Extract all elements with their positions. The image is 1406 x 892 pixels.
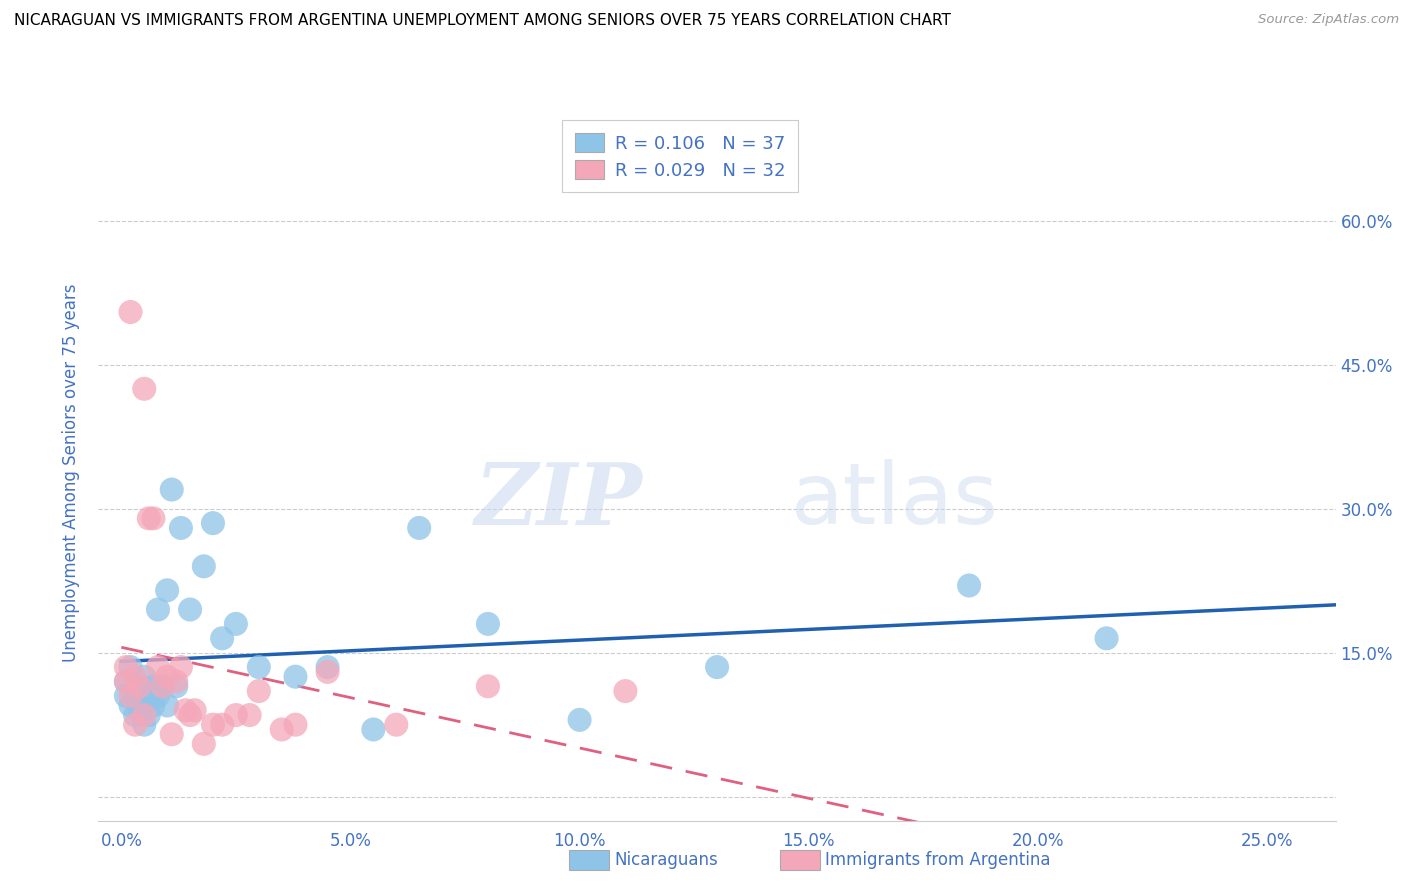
Point	[124, 689, 146, 703]
Point	[152, 679, 174, 693]
Point	[146, 689, 169, 703]
Point	[138, 511, 160, 525]
Y-axis label: Unemployment Among Seniors over 75 years: Unemployment Among Seniors over 75 years	[62, 284, 80, 662]
Point	[128, 703, 150, 717]
Point	[120, 305, 142, 319]
Point	[124, 717, 146, 731]
Point	[614, 684, 637, 698]
Point	[160, 727, 183, 741]
Point	[115, 674, 138, 689]
Point	[211, 632, 233, 646]
Text: atlas: atlas	[792, 459, 1000, 542]
Text: NICARAGUAN VS IMMIGRANTS FROM ARGENTINA UNEMPLOYMENT AMONG SENIORS OVER 75 YEARS: NICARAGUAN VS IMMIGRANTS FROM ARGENTINA …	[14, 13, 950, 29]
Point	[1095, 632, 1118, 646]
Point	[165, 674, 187, 689]
Point	[134, 717, 156, 731]
Point	[115, 660, 138, 674]
Point	[134, 670, 156, 684]
Point	[284, 717, 307, 731]
Point	[120, 689, 142, 703]
Point	[201, 516, 224, 530]
Point	[138, 694, 160, 708]
Point	[120, 660, 142, 674]
Point	[270, 723, 292, 737]
Text: Immigrants from Argentina: Immigrants from Argentina	[825, 851, 1050, 869]
Point	[193, 559, 215, 574]
Point	[316, 665, 339, 679]
Point	[142, 679, 165, 693]
Point	[115, 689, 138, 703]
Point	[477, 616, 499, 631]
Text: ZIP: ZIP	[475, 458, 643, 542]
Point	[170, 660, 193, 674]
Legend: R = 0.106   N = 37, R = 0.029   N = 32: R = 0.106 N = 37, R = 0.029 N = 32	[562, 120, 797, 193]
Point	[124, 670, 146, 684]
Point	[165, 679, 187, 693]
Point	[179, 708, 201, 723]
Point	[124, 708, 146, 723]
Point	[225, 616, 247, 631]
Point	[183, 703, 205, 717]
Point	[179, 602, 201, 616]
Point	[156, 583, 179, 598]
Point	[142, 511, 165, 525]
Point	[115, 674, 138, 689]
Point	[477, 679, 499, 693]
Point	[385, 717, 408, 731]
Point	[152, 679, 174, 693]
Point	[156, 670, 179, 684]
Point	[193, 737, 215, 751]
Point	[142, 698, 165, 713]
Point	[146, 602, 169, 616]
Point	[156, 698, 179, 713]
Point	[316, 660, 339, 674]
Text: Nicaraguans: Nicaraguans	[614, 851, 718, 869]
Point	[120, 698, 142, 713]
Point	[138, 708, 160, 723]
Point	[568, 713, 591, 727]
Point	[239, 708, 262, 723]
Point	[247, 684, 270, 698]
Point	[211, 717, 233, 731]
Point	[201, 717, 224, 731]
Point	[128, 679, 150, 693]
Point	[284, 670, 307, 684]
Point	[174, 703, 197, 717]
Point	[957, 578, 980, 592]
Point	[706, 660, 728, 674]
Point	[363, 723, 385, 737]
Point	[160, 483, 183, 497]
Point	[134, 382, 156, 396]
Point	[408, 521, 430, 535]
Point	[128, 679, 150, 693]
Point	[225, 708, 247, 723]
Point	[134, 708, 156, 723]
Point	[247, 660, 270, 674]
Text: Source: ZipAtlas.com: Source: ZipAtlas.com	[1258, 13, 1399, 27]
Point	[146, 660, 169, 674]
Point	[170, 521, 193, 535]
